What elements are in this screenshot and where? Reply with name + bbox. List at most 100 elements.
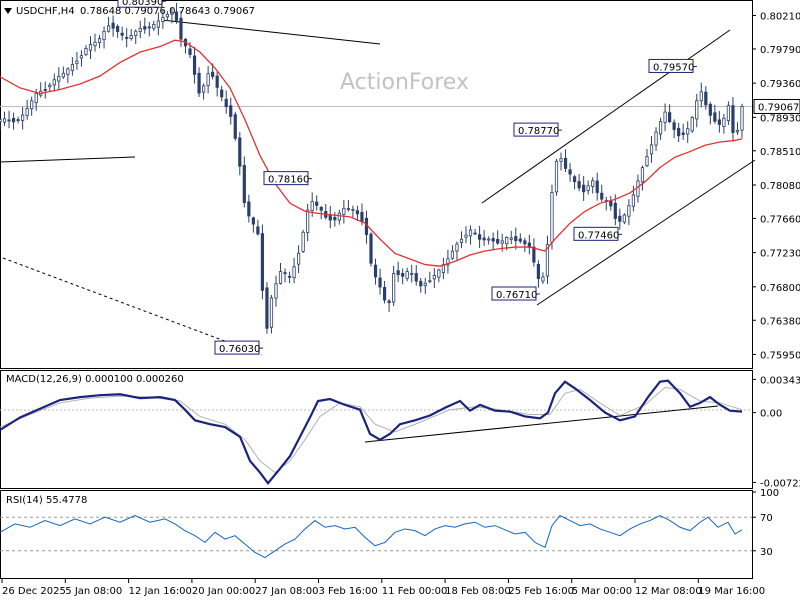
candle-body: [138, 28, 142, 32]
candle: [401, 268, 405, 285]
candle-body: [559, 158, 563, 162]
candle: [428, 271, 432, 284]
candle-body: [378, 277, 382, 288]
candle: [224, 90, 228, 114]
candle: [79, 50, 84, 67]
candle-body: [156, 20, 160, 28]
rsi-axis: 100 70 30: [752, 488, 779, 558]
candle-body: [459, 238, 464, 244]
candle: [102, 26, 106, 49]
candle: [247, 194, 251, 223]
candle: [672, 119, 676, 139]
candle-body: [360, 212, 364, 222]
candle: [134, 29, 138, 44]
macd-line: [0, 379, 743, 485]
candle: [695, 93, 699, 128]
candle: [116, 24, 120, 38]
candle-body: [93, 41, 97, 47]
candle: [301, 229, 305, 254]
level-value: 0.76030: [219, 344, 260, 355]
level-box: [573, 226, 619, 241]
candle-body: [618, 215, 622, 222]
candle: [260, 224, 265, 300]
candle-body: [306, 209, 310, 234]
candle: [681, 123, 685, 140]
candle-body: [16, 119, 20, 122]
candle-body: [84, 48, 88, 56]
candle-body: [179, 17, 183, 40]
candle-body: [7, 119, 11, 122]
candle: [215, 71, 219, 97]
candle-body: [740, 106, 744, 131]
candle: [0, 118, 2, 131]
candle-body: [197, 72, 201, 94]
candle-body: [396, 270, 400, 276]
level-box: [117, 0, 163, 8]
channel-lower-line: [536, 159, 756, 306]
candle-body: [613, 202, 617, 219]
candle: [251, 216, 255, 233]
candle-body: [423, 282, 427, 287]
candle: [278, 262, 283, 285]
candle: [432, 268, 436, 288]
candle-body: [79, 55, 84, 59]
candle-body: [52, 79, 56, 86]
level-box: [513, 122, 559, 137]
candle-body: [532, 246, 536, 263]
collapse-arrow-icon[interactable]: [4, 8, 12, 14]
level-box: [263, 171, 309, 186]
candle-body: [161, 17, 165, 23]
candle: [220, 85, 224, 102]
time-axis: 26 Dec 2025 5 Jan 08:00 12 Jan 16:00 20 Jan…: [1, 578, 765, 597]
candle: [283, 268, 287, 283]
candle-body: [468, 229, 473, 237]
candle: [315, 195, 319, 211]
candle: [48, 82, 52, 92]
candle: [7, 110, 11, 129]
candle: [523, 237, 527, 253]
candle-body: [622, 214, 626, 223]
candle-body: [201, 85, 206, 93]
candle-body: [134, 30, 138, 37]
candle-body: [206, 73, 210, 86]
candle-body: [677, 127, 681, 137]
candle-body: [30, 100, 34, 110]
trendlines: [0, 19, 756, 356]
candle-body: [600, 192, 604, 200]
candle-body: [536, 263, 541, 280]
candle: [201, 83, 206, 100]
candle: [595, 172, 599, 201]
candle: [514, 227, 518, 250]
candle: [170, 7, 174, 24]
candle: [238, 132, 242, 176]
candle: [464, 226, 468, 244]
candle: [563, 149, 568, 172]
current-price-box: [753, 98, 800, 114]
candle: [161, 9, 165, 29]
macd-tick-label: 0.003432: [760, 375, 800, 386]
candle-body: [315, 201, 319, 206]
candle-body: [346, 208, 350, 210]
candle: [410, 264, 414, 283]
candle-body: [686, 128, 690, 135]
candle: [373, 258, 378, 285]
candle-body: [106, 25, 111, 32]
candle: [582, 176, 586, 201]
candle: [396, 261, 400, 282]
candle: [550, 184, 554, 250]
candle-body: [514, 236, 518, 242]
level-value: 0.77460: [578, 230, 619, 241]
candle-body: [496, 239, 500, 244]
candle-body: [229, 105, 233, 117]
candle-body: [143, 26, 147, 30]
candle: [57, 67, 61, 90]
rsi-title: RSI(14) 55.4778: [6, 495, 87, 506]
rsi-series: [0, 514, 743, 559]
candle-body: [111, 22, 115, 29]
candle: [346, 199, 350, 212]
candle-body: [695, 100, 699, 120]
candle-body: [523, 240, 527, 245]
time-tick-label: 3 Feb 16:00: [319, 586, 378, 597]
candle: [43, 81, 47, 99]
candle-body: [342, 207, 346, 215]
